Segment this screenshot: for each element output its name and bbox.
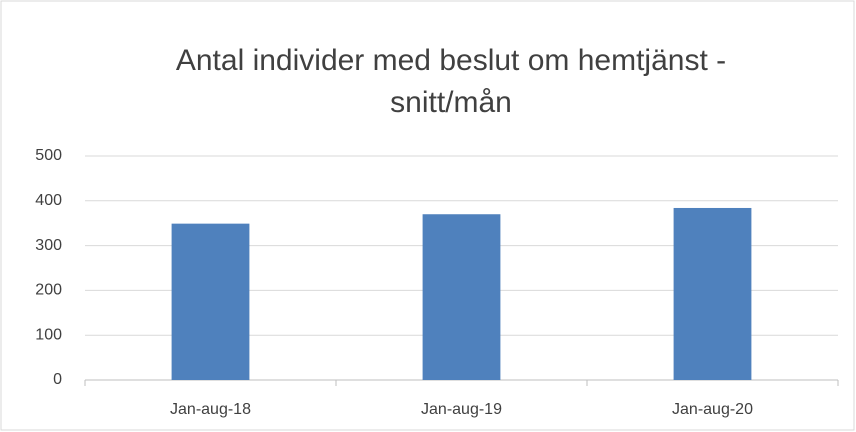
y-tick-label: 300 [35,237,62,254]
x-tick-label: Jan-aug-18 [170,401,251,418]
bar [673,207,752,380]
y-tick-label: 200 [35,282,62,299]
bar [171,223,250,380]
x-tick-label: Jan-aug-19 [421,401,502,418]
x-tick-label: Jan-aug-20 [672,401,753,418]
y-tick-label: 500 [35,147,62,164]
y-tick-label: 400 [35,192,62,209]
chart-title: Antal individer med beslut om hemtjänst … [175,44,727,119]
bar [422,214,501,380]
y-tick-label: 100 [35,326,62,343]
y-tick-label: 0 [53,371,62,388]
